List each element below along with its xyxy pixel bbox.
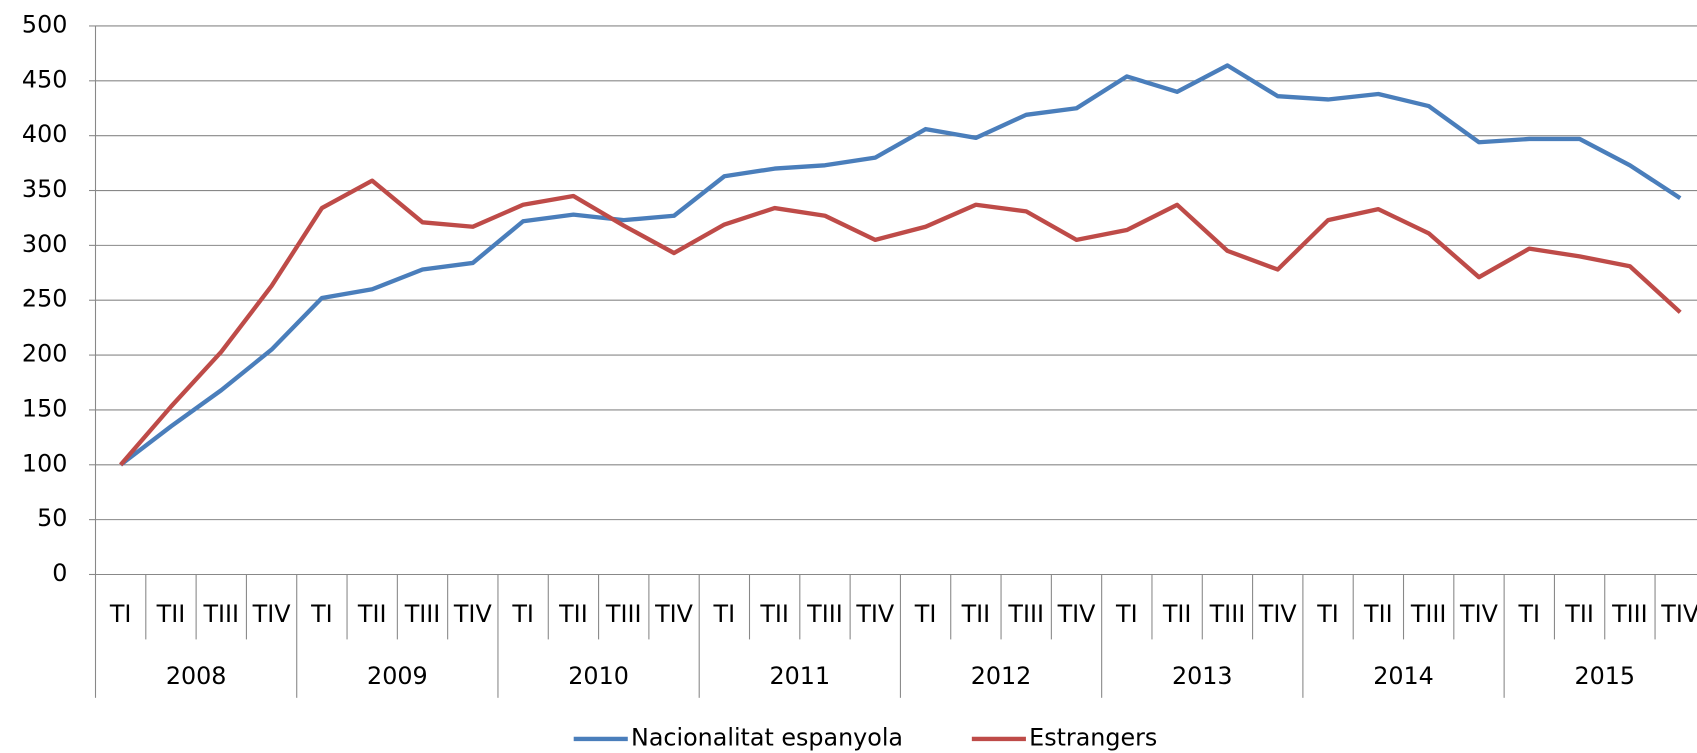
- x-tick-label: TIV: [453, 600, 493, 628]
- y-tick-label: 100: [22, 449, 67, 477]
- x-tick-label: TI: [511, 600, 534, 628]
- x-tick-label: TIV: [252, 600, 292, 628]
- x-tick-label: TI: [109, 600, 132, 628]
- x-tick-label: TIII: [1007, 600, 1044, 628]
- y-tick-label: 250: [22, 285, 67, 313]
- year-label: 2011: [770, 662, 831, 690]
- x-tick-label: TI: [310, 600, 333, 628]
- x-tick-label: TIII: [1410, 600, 1447, 628]
- x-tick-label: TIII: [806, 600, 843, 628]
- x-tick-label: TIV: [1258, 600, 1298, 628]
- x-tick-label: TII: [961, 600, 991, 628]
- x-tick-label: TIII: [605, 600, 642, 628]
- x-tick-label: TIV: [855, 600, 895, 628]
- year-label: 2008: [166, 662, 227, 690]
- x-tick-label: TIII: [1611, 600, 1648, 628]
- x-tick-label: TII: [1363, 600, 1393, 628]
- year-label: 2014: [1373, 662, 1434, 690]
- x-tick-label: TI: [914, 600, 937, 628]
- y-tick-label: 300: [22, 230, 67, 258]
- year-label: 2013: [1172, 662, 1233, 690]
- y-tick-label: 450: [22, 65, 67, 93]
- y-tick-label: 0: [52, 559, 67, 587]
- x-tick-label: TIII: [1209, 600, 1246, 628]
- y-tick-label: 400: [22, 120, 67, 148]
- x-tick-label: TIII: [202, 600, 239, 628]
- x-tick-label: TII: [1564, 600, 1594, 628]
- x-tick-label: TIV: [654, 600, 694, 628]
- x-tick-label: TII: [1162, 600, 1192, 628]
- x-tick-label: TI: [713, 600, 736, 628]
- x-tick-label: TII: [156, 600, 186, 628]
- year-label: 2012: [971, 662, 1032, 690]
- legend-label: Estrangers: [1029, 723, 1157, 751]
- year-label: 2009: [367, 662, 428, 690]
- x-tick-label: TIV: [1057, 600, 1097, 628]
- y-tick-label: 200: [22, 340, 67, 368]
- x-tick-label: TII: [558, 600, 588, 628]
- year-label: 2010: [568, 662, 629, 690]
- x-tick-label: TII: [357, 600, 387, 628]
- x-tick-label: TI: [1316, 600, 1339, 628]
- y-tick-label: 350: [22, 175, 67, 203]
- x-tick-label: TIV: [1660, 600, 1697, 628]
- y-tick-label: 50: [37, 504, 67, 532]
- series-line: [119, 63, 1682, 467]
- x-tick-label: TI: [1518, 600, 1541, 628]
- series-line: [119, 178, 1682, 467]
- x-tick-label: TI: [1115, 600, 1138, 628]
- legend-label: Nacionalitat espanyola: [631, 723, 903, 751]
- y-tick-label: 500: [22, 10, 67, 38]
- x-tick-label: TII: [759, 600, 789, 628]
- x-tick-label: TIII: [404, 600, 441, 628]
- y-tick-label: 150: [22, 394, 67, 422]
- x-tick-label: TIV: [1459, 600, 1499, 628]
- year-label: 2015: [1574, 662, 1635, 690]
